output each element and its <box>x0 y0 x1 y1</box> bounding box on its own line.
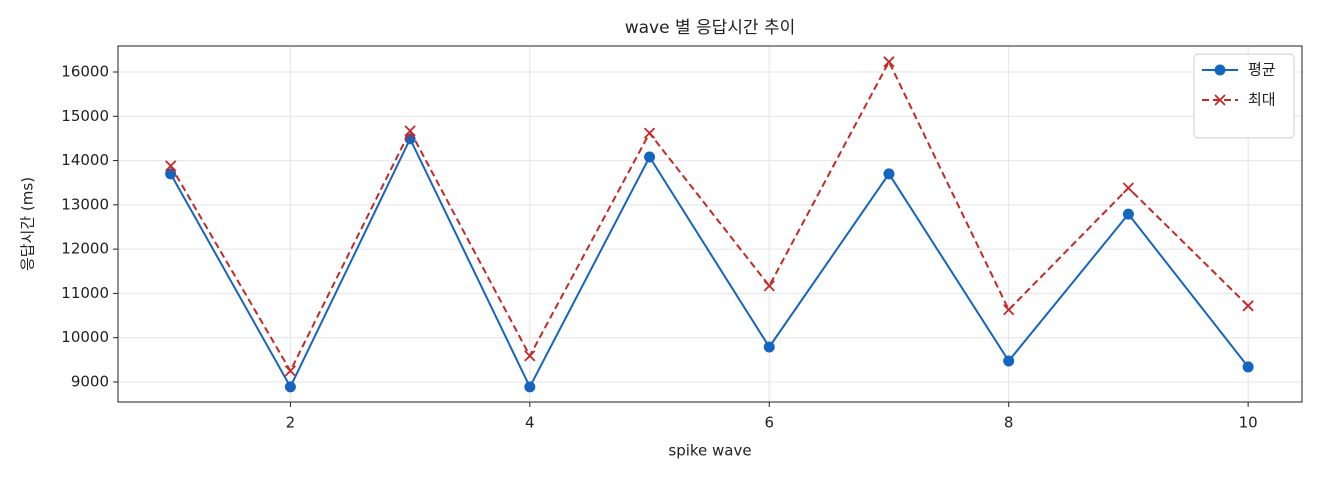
point <box>1122 208 1134 220</box>
point <box>1214 64 1226 76</box>
x-tick-label: 2 <box>286 414 296 432</box>
y-tick-label: 12000 <box>61 240 109 258</box>
point <box>1003 355 1015 367</box>
point <box>763 341 775 353</box>
point <box>883 56 895 68</box>
point <box>643 127 656 139</box>
x-tick-label: 6 <box>764 414 774 432</box>
point <box>404 125 416 137</box>
y-tick-label: 14000 <box>61 151 109 169</box>
legend-label: 최대 <box>1248 91 1276 109</box>
point <box>284 381 296 393</box>
series-line <box>169 59 1249 374</box>
point <box>1003 304 1015 316</box>
point <box>1242 361 1254 373</box>
series-line <box>169 136 1249 390</box>
x-tick-label: 4 <box>525 414 535 432</box>
x-axis-label: spike wave <box>668 442 751 460</box>
chart-title: wave 별 응답시간 추이 <box>625 18 796 38</box>
point <box>1122 182 1135 194</box>
point <box>524 381 536 393</box>
legend-label: 평균 <box>1248 61 1276 79</box>
point <box>644 151 656 163</box>
point <box>524 350 536 362</box>
y-tick-label: 9000 <box>71 372 109 390</box>
point <box>1242 300 1254 312</box>
y-tick-label: 10000 <box>61 328 109 346</box>
plot-frame <box>117 45 1303 403</box>
y-tick-label: 16000 <box>61 62 109 80</box>
point <box>165 160 177 172</box>
point <box>284 365 297 377</box>
x-tick-label: 8 <box>1004 414 1014 432</box>
x-tick-label: 10 <box>1239 414 1258 432</box>
point <box>1214 94 1226 106</box>
point <box>763 280 775 292</box>
point <box>883 168 895 180</box>
y-axis-label: 응답시간 (ms) <box>19 177 37 271</box>
y-tick-label: 15000 <box>61 107 109 125</box>
y-tick-label: 13000 <box>61 195 109 213</box>
y-tick-label: 11000 <box>61 284 109 302</box>
legend-box <box>1193 53 1295 139</box>
